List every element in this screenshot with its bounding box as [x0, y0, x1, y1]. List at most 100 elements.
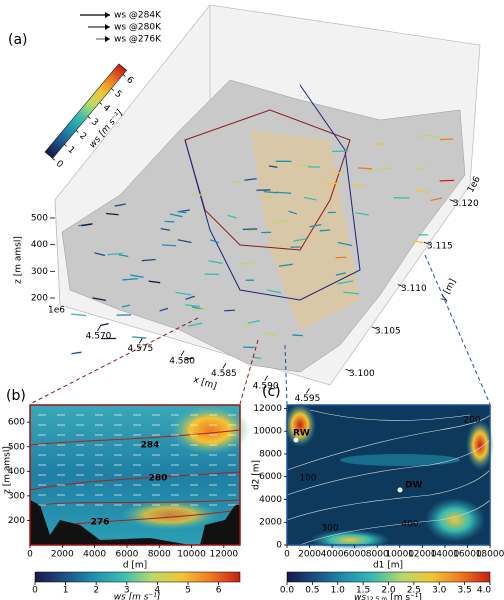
y-axis-label: y [m]: [438, 277, 458, 303]
colorbar-tick: [111, 88, 114, 91]
outline-path: [184, 109, 351, 251]
colorbar-tick-label: 3: [89, 117, 100, 128]
colorbar-tick-label: 0: [54, 159, 65, 171]
y-tick-label: 400: [8, 467, 25, 477]
y-tick-label: 600: [8, 418, 25, 428]
arrow: [208, 260, 223, 264]
x-tick-label: 6000: [115, 550, 138, 560]
arrow: [162, 244, 177, 247]
x-tick-label: 8000: [148, 550, 171, 560]
x-tick-label: 2000: [298, 550, 321, 560]
arrow: [416, 166, 427, 171]
x-tick-label: 12000: [210, 550, 239, 560]
y-tick-label: 0: [276, 541, 282, 551]
x-tick-label: 18000: [476, 550, 504, 560]
colorbar-tick: [99, 102, 103, 105]
arrow: [148, 280, 161, 284]
contour-label: 100: [299, 474, 316, 484]
arrow: [439, 138, 454, 141]
arrow: [210, 239, 220, 244]
contour-label: 400: [401, 520, 418, 530]
colorbar-tick-label: 0: [32, 586, 38, 596]
arrow: [227, 214, 237, 219]
x-tick-label: 10000: [177, 550, 206, 560]
x-tick-label: 0: [284, 550, 290, 560]
y-tick-label: 500: [8, 442, 25, 452]
legend-arrowhead: [105, 12, 110, 18]
arrow: [92, 297, 106, 302]
arrow: [160, 228, 171, 231]
colorbar-tick-label: 1.5: [356, 586, 370, 596]
arrow: [335, 272, 346, 276]
arrow: [164, 220, 175, 223]
arrow: [418, 134, 432, 138]
panel-c: (c)0 2000 4000 6000 800010000120001400016000…: [252, 384, 504, 600]
arrow: [231, 180, 242, 184]
colorbar-label-part: [m s⁻¹]: [390, 593, 422, 600]
z-tick-label: 200: [31, 294, 48, 304]
x-tick: [306, 388, 310, 394]
x-tick-label: 12000: [408, 550, 437, 560]
y-tick-label: 3.105: [375, 326, 401, 336]
arrow: [288, 210, 298, 215]
colorbar-tick-label: 6: [216, 586, 222, 596]
y-tick-label: 3.120: [453, 199, 479, 209]
z-tick-label: 300: [31, 267, 48, 277]
legend-arrowhead: [105, 36, 110, 42]
y-tick-label: 4000: [259, 495, 282, 505]
arrow: [185, 304, 200, 308]
arrow: [71, 351, 82, 355]
arrow: [141, 258, 156, 262]
arrow: [380, 167, 391, 170]
colorbar-scale: [44, 63, 127, 159]
arrow: [177, 239, 192, 244]
x-tick: [180, 350, 185, 356]
wind-arrows: [71, 134, 455, 361]
arrow: [299, 164, 309, 167]
y-tick-label: 3.110: [401, 284, 427, 294]
legend-label: ws @280K: [114, 23, 162, 33]
arrow: [266, 289, 282, 294]
arrow: [343, 291, 360, 295]
arrow: [188, 322, 203, 327]
colorbar-tick-label: 4.0: [477, 586, 492, 596]
arrow: [278, 263, 293, 267]
arrow: [263, 190, 278, 194]
colorbar-tick-label: 0.0: [280, 586, 295, 596]
y-tick: [449, 199, 455, 203]
x-tick-label: 4.580: [169, 356, 195, 366]
contour-label: 284: [141, 441, 160, 451]
x-tick: [264, 375, 269, 381]
x-offset: 1e6: [48, 306, 65, 316]
x-axis-label: d1 [m]: [373, 561, 403, 571]
arrow: [264, 332, 277, 337]
y-tick-label: 6000: [259, 472, 282, 482]
x-tick-label: 16000: [453, 550, 482, 560]
colorbar-tick: [87, 116, 91, 119]
colorbar-tick-label: 5: [185, 586, 191, 596]
arrow: [247, 229, 257, 232]
arrow: [177, 211, 187, 214]
legend-label: ws @284K: [114, 11, 162, 21]
panel-label: (c): [262, 384, 281, 400]
colorbar-tick-label: 0.5: [305, 586, 319, 596]
x-tick: [97, 325, 101, 331]
arrow: [358, 167, 372, 170]
contour-label: 276: [91, 518, 110, 528]
arrow: [178, 209, 190, 213]
site-marker: [293, 437, 299, 443]
y-tick-label: 200: [8, 516, 25, 526]
arrow: [244, 178, 257, 181]
colorbar-tick-label: 1: [66, 145, 77, 156]
x-tick-label: 10000: [385, 550, 414, 560]
arrow: [439, 179, 455, 182]
site-label: RW: [293, 429, 310, 439]
arrow: [130, 274, 144, 278]
x-tick-label: 4000: [83, 550, 106, 560]
x-tick: [138, 338, 143, 344]
arrow: [99, 322, 109, 327]
colorbar-tick-label: 3.0: [432, 586, 447, 596]
arrow: [293, 238, 307, 242]
arrow: [238, 261, 254, 266]
